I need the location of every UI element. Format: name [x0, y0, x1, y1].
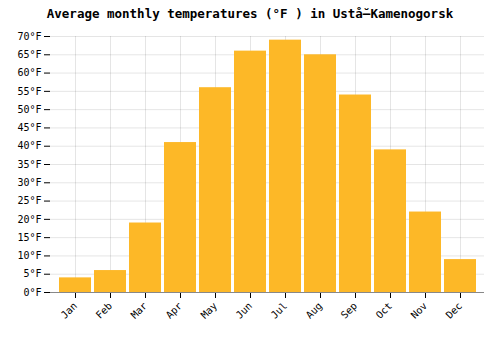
svg-text:50°F: 50°F: [17, 104, 41, 115]
svg-text:15°F: 15°F: [17, 232, 41, 243]
svg-text:Jan: Jan: [59, 300, 80, 321]
svg-text:55°F: 55°F: [17, 86, 41, 97]
svg-text:5°F: 5°F: [23, 269, 41, 280]
svg-text:Sep: Sep: [339, 300, 360, 321]
svg-text:20°F: 20°F: [17, 214, 41, 225]
svg-text:35°F: 35°F: [17, 159, 41, 170]
html-text:Average monthly temperatures (: Average monthly temperatures (°F ) in Us…: [46, 6, 454, 21]
svg-text:0°F: 0°F: [23, 287, 41, 298]
svg-text:Apr: Apr: [164, 300, 185, 321]
svg-text:May: May: [199, 300, 220, 321]
svg-text:40°F: 40°F: [17, 141, 41, 152]
svg-text:Nov: Nov: [409, 300, 430, 321]
svg-text:70°F: 70°F: [17, 31, 41, 42]
svg-text:Jul: Jul: [269, 300, 290, 321]
svg-text:Oct: Oct: [374, 300, 395, 321]
svg-text:Jun: Jun: [234, 300, 255, 321]
svg-text:65°F: 65°F: [17, 49, 41, 60]
svg-text:60°F: 60°F: [17, 68, 41, 79]
svg-text:10°F: 10°F: [17, 250, 41, 261]
svg-text:Aug: Aug: [304, 300, 325, 321]
svg-text:Feb: Feb: [94, 300, 115, 321]
svg-text:45°F: 45°F: [17, 122, 41, 133]
svg-text:30°F: 30°F: [17, 177, 41, 188]
svg-text:Mar: Mar: [129, 300, 150, 321]
svg-text:Dec: Dec: [444, 300, 465, 321]
svg-text:25°F: 25°F: [17, 196, 41, 207]
